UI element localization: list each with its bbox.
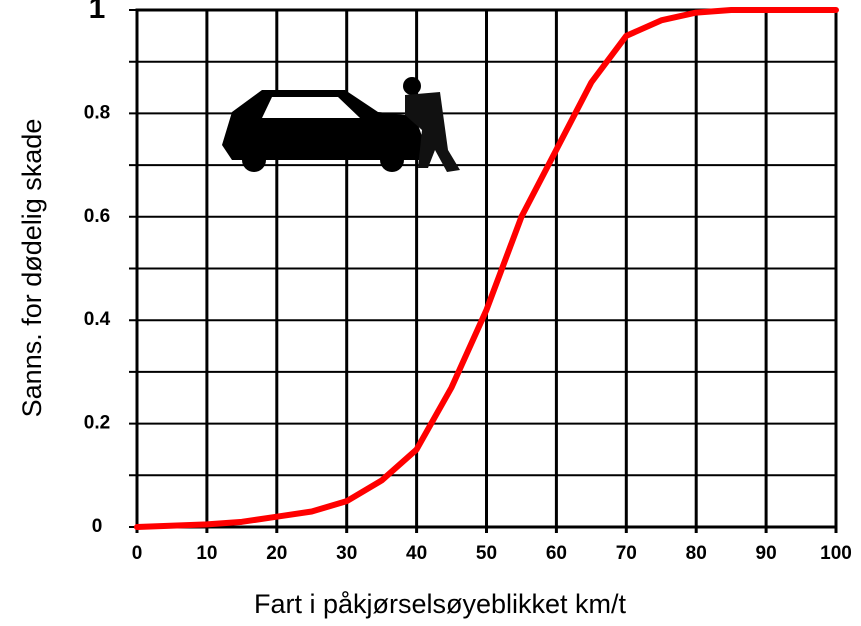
y-tick-label: 0.8 bbox=[84, 102, 110, 123]
x-tick-label: 80 bbox=[686, 543, 707, 564]
y-axis-label: Sanns. for dødelig skade bbox=[17, 119, 47, 418]
y-tick-label: 0 bbox=[92, 516, 103, 537]
car-icon bbox=[222, 77, 460, 172]
y-tick-label: 0.4 bbox=[84, 309, 111, 330]
x-tick-label: 70 bbox=[616, 543, 637, 564]
x-tick-label: 10 bbox=[196, 543, 217, 564]
x-tick-label: 100 bbox=[820, 543, 852, 564]
y-tick-label: 0.2 bbox=[84, 413, 110, 434]
x-tick-label: 0 bbox=[132, 543, 143, 564]
line-series bbox=[134, 7, 839, 530]
x-tick-label: 90 bbox=[756, 543, 777, 564]
x-tick-label: 20 bbox=[266, 543, 287, 564]
x-tick-label: 40 bbox=[406, 543, 427, 564]
y-tick-label: 1 bbox=[89, 0, 106, 25]
x-tick-label: 30 bbox=[336, 543, 357, 564]
y-tick-label: 0.6 bbox=[84, 206, 110, 227]
x-tick-label: 60 bbox=[546, 543, 567, 564]
x-axis-label: Fart i påkjørselsøyeblikket km/t bbox=[254, 589, 627, 619]
x-tick-label: 50 bbox=[476, 543, 497, 564]
